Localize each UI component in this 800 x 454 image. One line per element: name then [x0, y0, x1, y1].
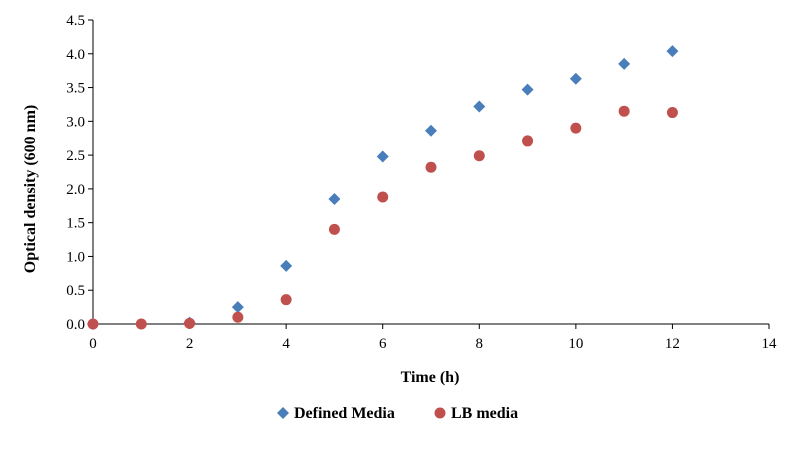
- lb-media-point: [666, 107, 678, 119]
- x-tick-label: 0: [89, 336, 97, 352]
- defined-media-point: [666, 45, 679, 58]
- lb-media-point: [232, 311, 244, 323]
- legend-marker-defined-media: [277, 407, 289, 419]
- y-tick-label: 2.5: [66, 148, 85, 164]
- x-tick-label: 14: [762, 336, 778, 352]
- defined-media-point: [231, 301, 244, 314]
- lb-media-point: [618, 105, 630, 117]
- defined-media-point: [473, 100, 486, 113]
- x-axis-ticks: 0 2 4 6 8 10 12 14: [89, 324, 777, 352]
- y-tick-label: 1.5: [66, 216, 85, 232]
- y-tick-label: 3.0: [66, 114, 85, 130]
- x-tick-label: 4: [282, 336, 290, 352]
- legend: Defined Media LB media: [277, 405, 518, 422]
- defined-media-point: [425, 124, 437, 137]
- lb-media-point: [184, 317, 196, 329]
- defined-media-point: [618, 57, 631, 70]
- lb-media-point: [87, 318, 99, 330]
- lb-media-point: [473, 150, 485, 162]
- lb-media-point: [377, 191, 389, 203]
- x-tick-label: 8: [476, 336, 484, 352]
- defined-media-point: [328, 193, 341, 206]
- lb-media-point: [522, 135, 534, 147]
- y-axis-ticks: 0.0 0.5 1.0 1.5 2.0 2.5 3.0 3.5 4.0 4.5: [66, 13, 93, 333]
- x-tick-label: 10: [568, 336, 583, 352]
- legend-marker-lb-media: [434, 407, 446, 419]
- legend-label-lb-media: LB media: [451, 405, 518, 422]
- y-tick-label: 1.0: [66, 249, 85, 265]
- y-tick-label: 4.5: [66, 13, 85, 29]
- y-axis-title: Optical density (600 nm): [22, 105, 39, 273]
- lb-media-point: [135, 318, 147, 330]
- defined-media-point: [521, 83, 534, 96]
- y-tick-label: 2.0: [66, 182, 85, 198]
- y-tick-label: 0.5: [66, 283, 85, 299]
- defined-media-point: [569, 72, 582, 85]
- y-tick-label: 3.5: [66, 81, 85, 97]
- x-tick-label: 12: [665, 336, 680, 352]
- legend-label-defined-media: Defined Media: [294, 405, 395, 422]
- x-axis-title: Time (h): [401, 369, 460, 386]
- lb-media-point: [570, 122, 582, 134]
- defined-media-point: [280, 259, 293, 272]
- defined-media-point: [376, 150, 389, 163]
- lb-media-point: [425, 161, 437, 173]
- x-tick-label: 2: [186, 336, 194, 352]
- lb-media-point: [280, 294, 292, 306]
- y-tick-label: 0.0: [66, 317, 85, 333]
- data-points: [87, 45, 679, 330]
- lb-media-point: [328, 223, 340, 235]
- x-tick-label: 6: [379, 336, 387, 352]
- y-tick-label: 4.0: [66, 47, 85, 63]
